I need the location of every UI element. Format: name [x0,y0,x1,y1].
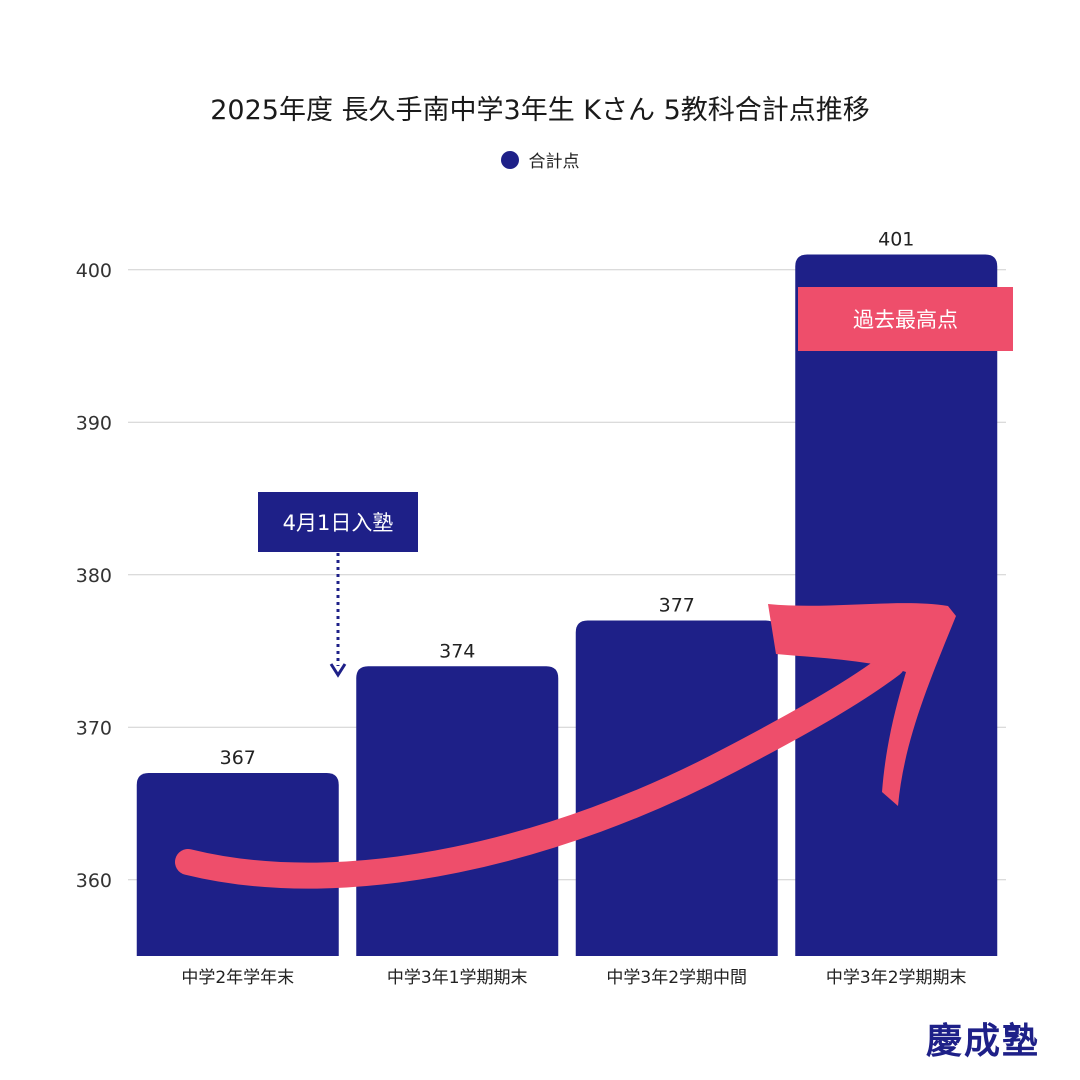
data-label: 374 [439,640,475,662]
data-label: 367 [220,747,256,769]
y-tick-label: 360 [76,870,112,892]
x-tick-label: 中学2年学年末 [181,968,294,988]
trend-arrow-stroke [175,651,905,889]
join-arrow-head [329,663,347,678]
x-tick-label: 中学3年2学期中間 [606,968,747,988]
brand-logo: 慶成塾 [925,1021,1040,1062]
trend-arrow-head [768,603,956,806]
data-label: 377 [659,595,695,617]
y-tick-label: 400 [76,260,112,282]
y-tick-label: 390 [76,412,112,434]
legend-label: 合計点 [528,152,580,172]
chart-title: 2025年度 長久手南中学3年生 Kさん 5教科合計点推移 [210,95,870,126]
record-high-callout: 過去最高点 [798,287,1013,351]
y-tick-label: 370 [76,717,112,739]
legend: 合計点 [0,147,1080,172]
data-label: 401 [878,229,914,251]
x-tick-label: 中学3年2学期期末 [826,968,967,988]
bar [356,666,559,956]
legend-marker [500,150,519,169]
x-tick-label: 中学3年1学期期末 [387,968,528,988]
y-tick-label: 380 [76,565,112,587]
join-date-callout: 4月1日入塾 [258,492,418,552]
